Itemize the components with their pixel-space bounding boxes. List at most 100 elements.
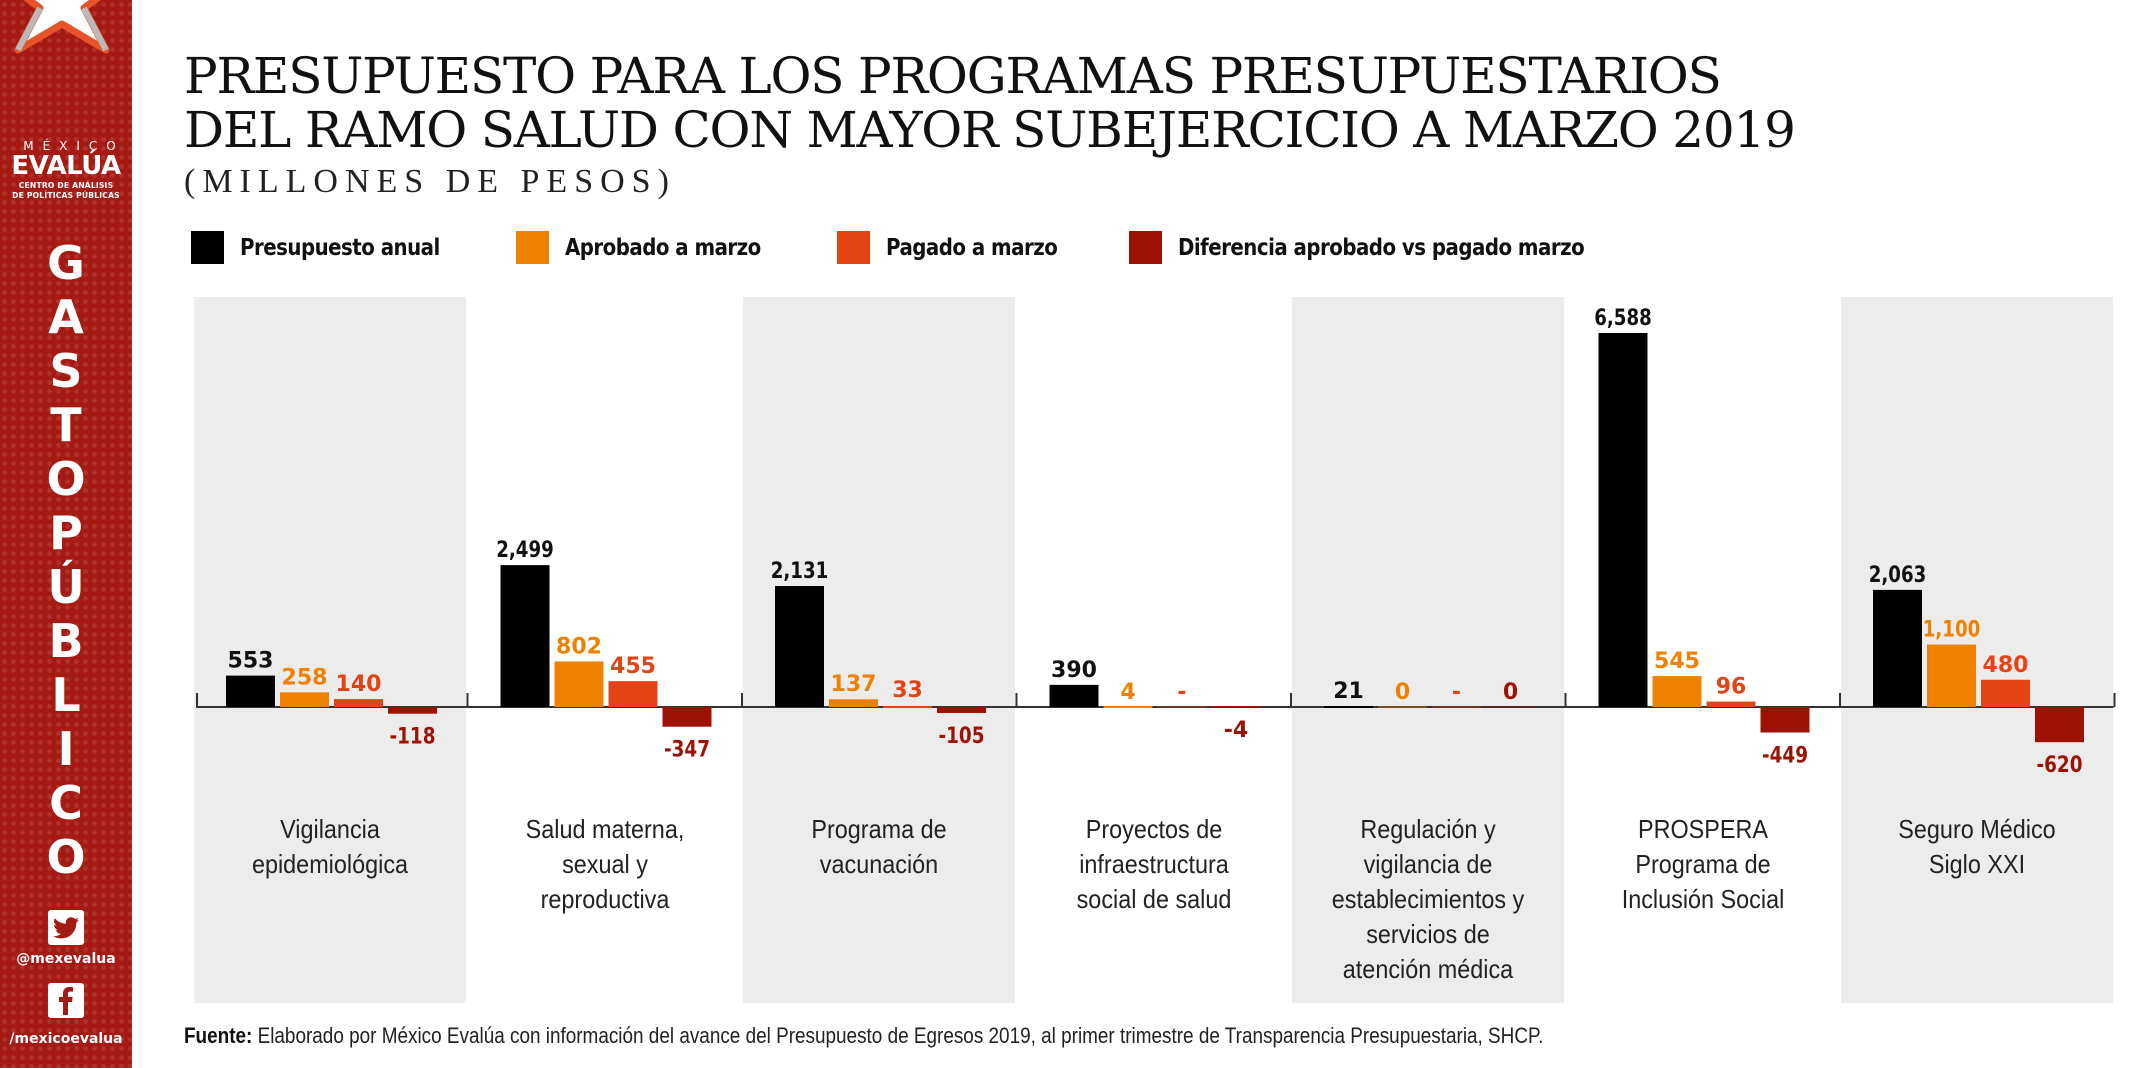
category-label: Proyectos de infraestructura social de s… [1076, 814, 1231, 914]
data-label: 137 [831, 672, 877, 697]
vertical-letter: Ú [47, 560, 85, 614]
vertical-letter: P [49, 506, 83, 560]
legend-item-diferencia: Diferencia aprobado vs pagado marzo [1129, 231, 1650, 264]
facebook-handle[interactable]: /mexicoevalua [9, 1031, 123, 1047]
legend-label-diferencia: Diferencia aprobado vs pagado marzo [1178, 234, 1585, 261]
data-label: -105 [939, 724, 985, 749]
category-label: Seguro Médico Siglo XXI [1898, 814, 2056, 879]
chart-subtitle: (MILLONES DE PESOS) [184, 163, 676, 200]
bar-diferencia-aprobado-vs-pagado-marzo [662, 707, 712, 727]
bar-pagado-a-marzo [1157, 706, 1207, 708]
bar-aprobado-a-marzo [829, 699, 878, 707]
data-label: 2,131 [771, 559, 829, 584]
bar-pagado-a-marzo [1981, 679, 2030, 707]
bar-diferencia-aprobado-vs-pagado-marzo [1211, 706, 1261, 708]
vertical-letter: B [48, 614, 84, 668]
vertical-letter: S [49, 344, 83, 398]
twitter-link[interactable] [48, 910, 84, 945]
data-label: 140 [336, 672, 382, 697]
bar-diferencia-aprobado-vs-pagado-marzo [2035, 707, 2084, 743]
vertical-letter: T [50, 398, 82, 452]
vertical-letter: I [57, 722, 75, 776]
source-note: Fuente: Elaborado por México Evalúa con … [184, 1023, 1543, 1049]
bar-diferencia-aprobado-vs-pagado-marzo [388, 707, 437, 714]
twitter-icon [53, 916, 79, 938]
legend-label-aprobado: Aprobado a marzo [565, 234, 762, 261]
twitter-handle[interactable]: @mexevalua [16, 951, 116, 967]
bar-aprobado-a-marzo [1103, 706, 1153, 708]
data-label: -620 [2037, 753, 2083, 778]
brand-sub-line2: DE POLÍTICAS PÚBLICAS [12, 191, 120, 200]
data-label: -4 [1224, 718, 1248, 743]
data-label: 553 [228, 649, 274, 674]
bar-pagado-a-marzo [334, 699, 383, 707]
source-text: Elaborado por México Evalúa con informac… [252, 1023, 1544, 1048]
category-label: Salud materna, sexual y reproductiva [525, 814, 684, 914]
bar-aprobado-a-marzo [1927, 644, 1976, 707]
bar-pagado-a-marzo [608, 681, 658, 707]
vertical-letter: O [46, 452, 86, 506]
category-label: PROSPERA Programa de Inclusión Social [1621, 814, 1784, 914]
vertical-letter: A [48, 290, 84, 344]
data-label: 6,588 [1594, 306, 1652, 331]
bar-pagado-a-marzo [1706, 701, 1756, 707]
brand-subtitle: CENTRO DE ANÁLISIS DE POLÍTICAS PÚBLICAS [0, 181, 132, 201]
data-label: - [1177, 680, 1186, 705]
legend-swatch-aprobado [516, 231, 550, 264]
chart-title-line2: DEL RAMO SALUD CON MAYOR SUBEJERCICIO A … [184, 101, 1796, 159]
vertical-letter: O [46, 830, 86, 884]
facebook-link[interactable] [48, 983, 84, 1018]
category-label: Regulación y vigilancia de establecimien… [1331, 814, 1525, 984]
gasto-publico-vertical-title: G A S T O P Ú B L I C O [0, 236, 132, 884]
legend-item-aprobado: Aprobado a marzo [516, 231, 793, 264]
vertical-letter: G [47, 236, 85, 290]
bar-diferencia-aprobado-vs-pagado-marzo [1486, 706, 1535, 708]
bar-presupuesto-anual [775, 586, 824, 707]
brand-mexico: MÉXICO [23, 139, 125, 153]
category-panel [1292, 297, 1564, 1003]
brand-sub-line1: CENTRO DE ANÁLISIS [18, 181, 114, 190]
facebook-icon [59, 986, 73, 1015]
category-label: Programa de vacunación [811, 814, 947, 879]
data-label: -347 [664, 738, 710, 763]
data-label: 802 [556, 634, 602, 659]
bar-pagado-a-marzo [883, 706, 932, 708]
bar-presupuesto-anual [1324, 706, 1373, 708]
legend-label-presupuesto: Presupuesto anual [240, 234, 440, 261]
bar-aprobado-a-marzo [554, 661, 604, 707]
data-label: 1,100 [1923, 618, 1981, 643]
brand-evalua: EVALÚA [11, 151, 121, 181]
bar-presupuesto-anual [226, 675, 275, 707]
bar-diferencia-aprobado-vs-pagado-marzo [937, 707, 986, 713]
data-label: -449 [1762, 743, 1808, 768]
chart-title-line1: PRESUPUESTO PARA LOS PROGRAMAS PRESUPUES… [184, 47, 1722, 105]
data-label: 21 [1333, 679, 1364, 704]
category-panel [194, 297, 466, 1003]
data-label: 0 [1395, 680, 1410, 705]
data-label: 2,063 [1869, 563, 1927, 588]
data-label: 4 [1120, 680, 1135, 705]
source-label: Fuente: [184, 1023, 253, 1048]
bar-diferencia-aprobado-vs-pagado-marzo [1760, 707, 1810, 733]
category-label: Vigilancia epidemiológica [251, 814, 409, 879]
bar-presupuesto-anual [1598, 333, 1648, 707]
logo-star-icon [14, 0, 110, 54]
data-label: -118 [390, 725, 436, 750]
data-label: 390 [1051, 658, 1097, 683]
legend-item-pagado: Pagado a marzo [836, 231, 1085, 264]
legend-swatch-diferencia [1129, 231, 1163, 264]
data-label: 96 [1716, 675, 1747, 700]
bar-aprobado-a-marzo [1652, 676, 1702, 707]
data-label: 545 [1654, 649, 1700, 674]
data-label: 480 [1983, 653, 2029, 678]
bar-presupuesto-anual [1873, 589, 1922, 707]
data-label: 0 [1503, 680, 1518, 705]
legend-label-pagado: Pagado a marzo [885, 234, 1058, 261]
data-label: - [1452, 680, 1461, 705]
legend-swatch-pagado [836, 231, 870, 264]
data-label: 33 [892, 678, 923, 703]
bar-pagado-a-marzo [1432, 706, 1481, 708]
bar-aprobado-a-marzo [1378, 706, 1427, 708]
data-label: 2,499 [496, 538, 554, 563]
